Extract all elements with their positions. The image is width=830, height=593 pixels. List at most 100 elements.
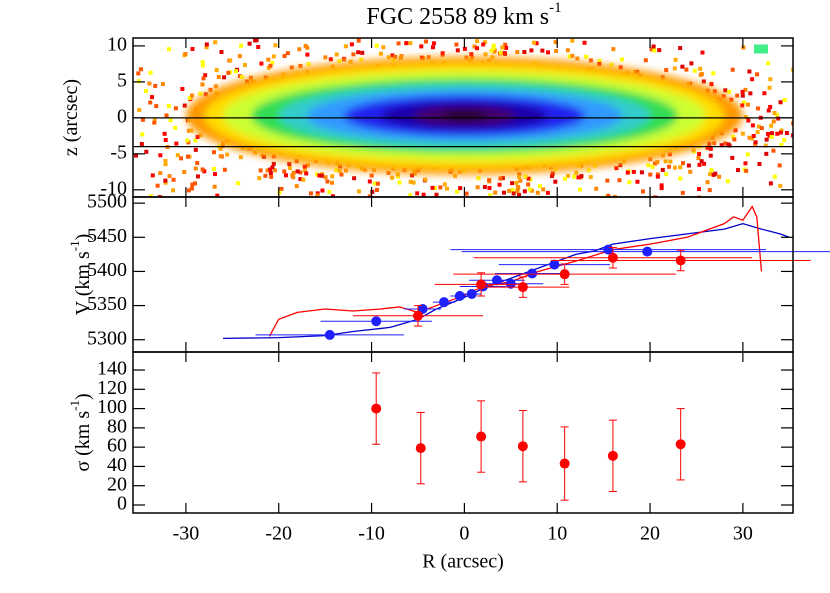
noise-pixel	[157, 195, 162, 197]
noise-pixel	[228, 58, 233, 63]
noise-pixel	[768, 181, 773, 186]
noise-pixel	[218, 154, 223, 159]
noise-pixel	[541, 187, 546, 192]
noise-pixel	[218, 146, 223, 151]
noise-pixel	[652, 48, 657, 53]
noise-pixel	[356, 189, 361, 194]
noise-pixel	[317, 173, 322, 178]
noise-pixel	[778, 183, 783, 188]
noise-pixel	[444, 186, 449, 191]
noise-pixel	[518, 178, 523, 183]
noise-pixel	[579, 174, 584, 179]
noise-pixel	[222, 167, 227, 172]
noise-pixel	[367, 179, 372, 184]
x-tick-label: -10	[358, 523, 385, 545]
noise-pixel	[158, 153, 163, 158]
noise-pixel	[152, 117, 157, 122]
noise-pixel	[308, 191, 313, 196]
noise-pixel	[771, 148, 776, 153]
noise-pixel	[659, 183, 664, 188]
noise-pixel	[360, 50, 365, 55]
noise-pixel	[678, 46, 683, 51]
noise-pixel	[578, 187, 583, 192]
y-tick-label: 10	[107, 34, 127, 56]
noise-pixel	[740, 89, 745, 94]
noise-pixel	[772, 174, 777, 179]
noise-pixel	[179, 156, 184, 161]
x-axis-label: R (arcsec)	[422, 551, 504, 573]
noise-pixel	[517, 175, 522, 180]
noise-pixel	[330, 174, 335, 179]
noise-pixel	[173, 125, 178, 130]
noise-pixel	[711, 172, 716, 177]
noise-pixel	[190, 93, 195, 98]
noise-pixel	[503, 42, 508, 47]
noise-pixel	[337, 59, 342, 64]
noise-pixel	[483, 40, 488, 45]
noise-pixel	[697, 162, 702, 167]
noise-pixel	[395, 172, 400, 177]
noise-pixel	[649, 47, 654, 52]
noise-pixel	[397, 180, 402, 185]
noise-pixel	[372, 181, 377, 186]
panel	[133, 38, 793, 197]
noise-pixel	[672, 66, 677, 71]
noise-pixel	[588, 175, 593, 180]
noise-pixel	[182, 103, 187, 108]
noise-pixel	[775, 131, 780, 136]
noise-pixel	[265, 168, 270, 173]
y-tick-label: 5350	[87, 293, 127, 315]
noise-pixel	[618, 163, 623, 168]
noise-pixel	[631, 169, 636, 174]
noise-pixel	[211, 150, 216, 155]
noise-pixel	[759, 126, 764, 131]
point	[466, 288, 477, 299]
title-sup: -1	[549, 0, 562, 16]
noise-pixel	[259, 61, 264, 66]
noise-pixel	[697, 187, 702, 192]
noise-pixel	[271, 54, 276, 59]
noise-pixel	[222, 75, 227, 80]
noise-pixel	[134, 153, 139, 158]
noise-pixel	[160, 82, 165, 87]
noise-pixel	[635, 179, 640, 184]
noise-pixel	[501, 190, 506, 195]
noise-pixel	[523, 174, 528, 179]
noise-pixel	[150, 95, 155, 100]
noise-pixel	[680, 190, 685, 195]
noise-pixel	[483, 52, 488, 57]
noise-pixel	[475, 185, 480, 190]
point	[491, 275, 502, 286]
y-tick-label: 0	[117, 105, 127, 127]
noise-pixel	[166, 47, 171, 52]
noise-pixel	[603, 195, 608, 197]
noise-pixel	[256, 44, 261, 49]
noise-pixel	[452, 173, 457, 178]
noise-pixel	[491, 46, 496, 51]
y-tick-label: 140	[97, 358, 127, 380]
noise-pixel	[570, 53, 575, 58]
noise-pixel	[748, 91, 753, 96]
noise-pixel	[204, 45, 209, 50]
noise-pixel	[526, 182, 531, 187]
noise-pixel	[766, 108, 771, 113]
noise-pixel	[369, 173, 374, 178]
noise-pixel	[254, 38, 259, 43]
noise-pixel	[755, 72, 760, 77]
noise-pixel	[507, 188, 512, 193]
noise-pixel	[553, 179, 558, 184]
noise-pixel	[440, 51, 445, 56]
noise-pixel	[740, 93, 745, 98]
noise-pixel	[381, 45, 386, 50]
y-axis-label: z (arcsec)	[60, 79, 82, 156]
noise-pixel	[566, 173, 571, 178]
point	[607, 252, 618, 263]
noise-pixel	[419, 44, 424, 49]
noise-pixel	[707, 188, 712, 193]
noise-pixel	[768, 104, 773, 109]
noise-pixel	[175, 153, 180, 158]
noise-pixel	[238, 155, 243, 160]
noise-pixel	[764, 151, 769, 156]
noise-pixel	[741, 100, 746, 105]
